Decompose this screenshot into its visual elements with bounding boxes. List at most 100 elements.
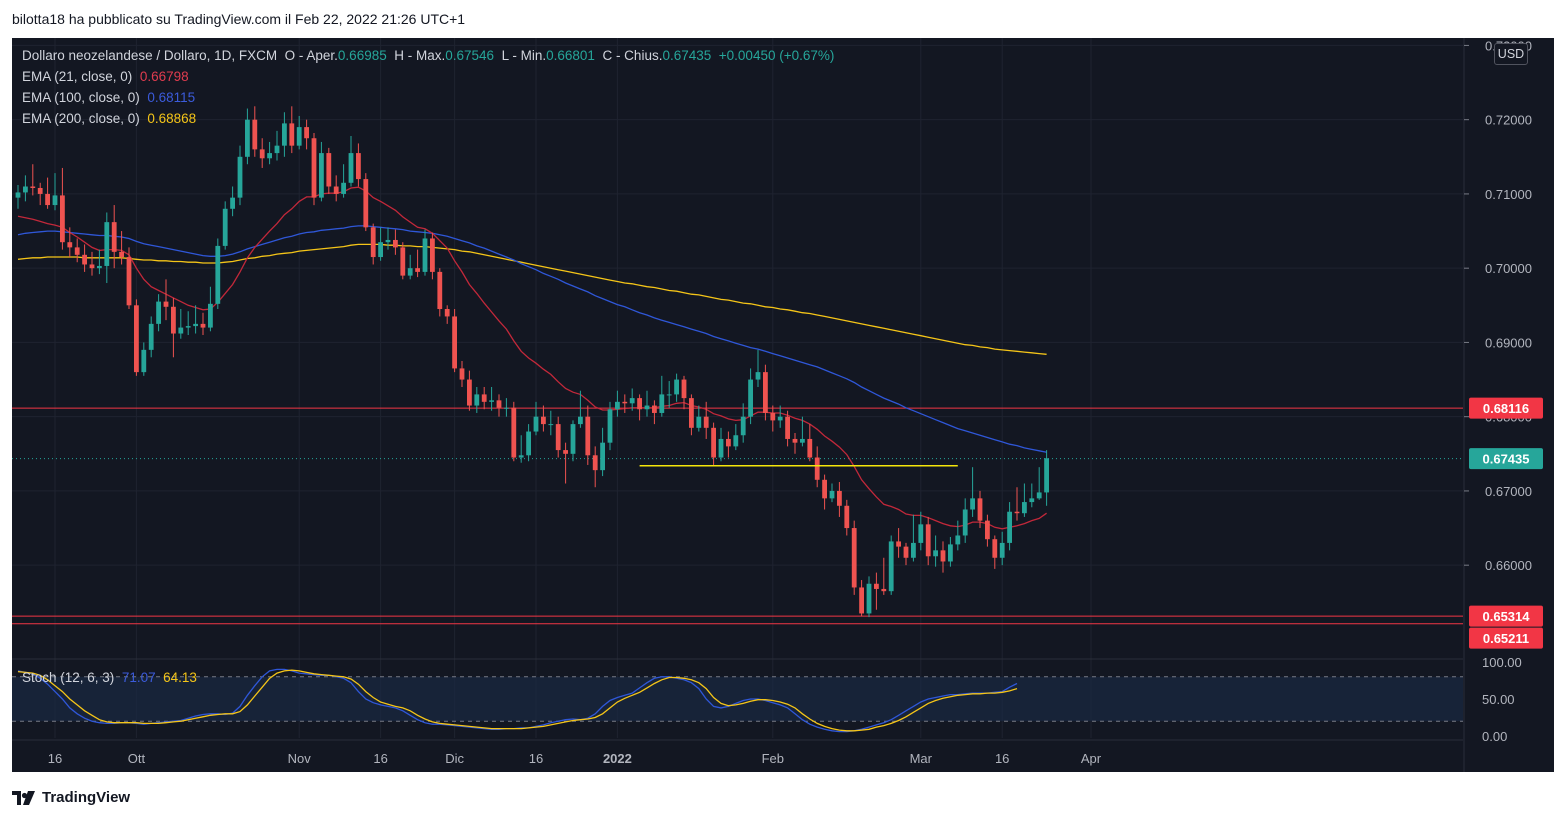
candle-body bbox=[385, 239, 391, 243]
candle-body bbox=[748, 379, 753, 417]
candle bbox=[874, 572, 879, 610]
candle bbox=[548, 410, 554, 436]
candle-body bbox=[230, 197, 235, 209]
candle bbox=[437, 268, 443, 317]
candle-body bbox=[259, 149, 265, 159]
candle-body bbox=[60, 195, 65, 243]
candle-body bbox=[1036, 492, 1042, 499]
candle-body bbox=[592, 455, 598, 471]
candle-body bbox=[393, 239, 398, 248]
candle bbox=[148, 316, 154, 358]
candle bbox=[97, 249, 102, 275]
price-badge-box bbox=[1469, 448, 1543, 470]
candle-body bbox=[674, 379, 679, 395]
high-value: 0.67546 bbox=[445, 48, 495, 63]
candle-body bbox=[163, 301, 169, 307]
candle-body bbox=[437, 271, 443, 310]
ema200-value: 0.68868 bbox=[147, 111, 197, 126]
candle bbox=[119, 231, 124, 265]
candle-body bbox=[74, 247, 80, 255]
candle-body bbox=[363, 179, 369, 228]
candle-body bbox=[948, 544, 953, 562]
candle-body bbox=[866, 583, 872, 614]
candle-body bbox=[348, 153, 354, 183]
candle-body bbox=[304, 127, 309, 139]
close-label: C - Chius. bbox=[602, 48, 663, 63]
candle-body bbox=[237, 156, 243, 198]
candle-body bbox=[504, 407, 509, 409]
tradingview-logo-icon bbox=[12, 790, 35, 805]
candle-body bbox=[666, 394, 672, 396]
candle-body bbox=[267, 153, 272, 159]
currency-label[interactable]: USD bbox=[1494, 43, 1528, 65]
time-axis[interactable]: 16 Ott Nov 16 Dic 16 2022 Feb Mar 16 Apr bbox=[48, 751, 1102, 766]
symbol-name[interactable]: Dollaro neozelandese / Dollaro, 1D, FXCM bbox=[22, 48, 278, 63]
low-label: L - Min. bbox=[501, 48, 547, 63]
candle bbox=[185, 311, 191, 336]
candle-body bbox=[733, 435, 739, 447]
candle bbox=[37, 182, 43, 206]
candle bbox=[30, 164, 36, 196]
ema200-row[interactable]: EMA (200, close, 0) 0.68868 bbox=[22, 108, 834, 129]
time-tick-label: Nov bbox=[288, 751, 312, 766]
candle-body bbox=[999, 542, 1005, 558]
candle-body bbox=[126, 257, 132, 306]
candle-body bbox=[955, 535, 961, 545]
candle-body bbox=[800, 438, 805, 443]
chart-container[interactable]: 0.730000.720000.710000.700000.690000.680… bbox=[12, 38, 1554, 772]
candle bbox=[785, 410, 790, 447]
candle-body bbox=[252, 119, 258, 150]
candle bbox=[82, 244, 87, 272]
price-tick-label: 0.70000 bbox=[1485, 261, 1532, 276]
candle-body bbox=[282, 123, 287, 146]
candle bbox=[859, 580, 864, 617]
candle bbox=[178, 309, 184, 339]
candle-body bbox=[415, 268, 420, 272]
candle-body bbox=[326, 153, 332, 187]
candle bbox=[866, 576, 872, 618]
candle bbox=[748, 368, 753, 425]
candle bbox=[415, 249, 420, 278]
chart-svg[interactable]: 0.730000.720000.710000.700000.690000.680… bbox=[12, 38, 1554, 772]
candle-body bbox=[689, 398, 694, 428]
candle bbox=[1022, 483, 1027, 517]
candle-body bbox=[1022, 502, 1027, 514]
candle bbox=[948, 536, 953, 567]
candle-body bbox=[23, 186, 28, 193]
ema21-row[interactable]: EMA (21, close, 0) 0.66798 bbox=[22, 66, 834, 87]
candle bbox=[496, 394, 502, 417]
candle bbox=[652, 400, 657, 425]
candle-body bbox=[770, 412, 776, 421]
candle-body bbox=[851, 528, 857, 588]
candle bbox=[171, 297, 176, 358]
candle bbox=[341, 164, 346, 198]
price-badge-text: 0.67435 bbox=[1483, 452, 1530, 467]
candle bbox=[718, 427, 724, 462]
price-tick-label: 0.66000 bbox=[1485, 558, 1532, 573]
candle-body bbox=[563, 450, 568, 454]
candle bbox=[459, 360, 465, 387]
candle bbox=[896, 528, 901, 558]
candle-body bbox=[245, 119, 250, 157]
ema100-row[interactable]: EMA (100, close, 0) 0.68115 bbox=[22, 87, 834, 108]
candle bbox=[311, 133, 317, 206]
price-tick-label: 0.67000 bbox=[1485, 484, 1532, 499]
candle bbox=[1014, 487, 1020, 521]
candle bbox=[289, 106, 295, 154]
candle-body bbox=[474, 394, 480, 406]
candle-body bbox=[30, 186, 36, 188]
candle bbox=[304, 119, 309, 150]
candle-body bbox=[703, 416, 709, 428]
tradingview-logo[interactable]: TradingView bbox=[12, 789, 130, 806]
candle bbox=[267, 141, 272, 165]
candle-body bbox=[896, 541, 901, 547]
candle bbox=[156, 294, 161, 332]
candle bbox=[578, 390, 583, 428]
stoch-legend[interactable]: Stoch (12, 6, 3) 71.07 64.13 bbox=[22, 670, 197, 685]
candle-body bbox=[970, 498, 975, 510]
candle bbox=[259, 138, 265, 168]
candle-body bbox=[67, 242, 73, 248]
candle bbox=[570, 420, 576, 462]
candle bbox=[518, 435, 524, 463]
candle-body bbox=[888, 541, 894, 592]
